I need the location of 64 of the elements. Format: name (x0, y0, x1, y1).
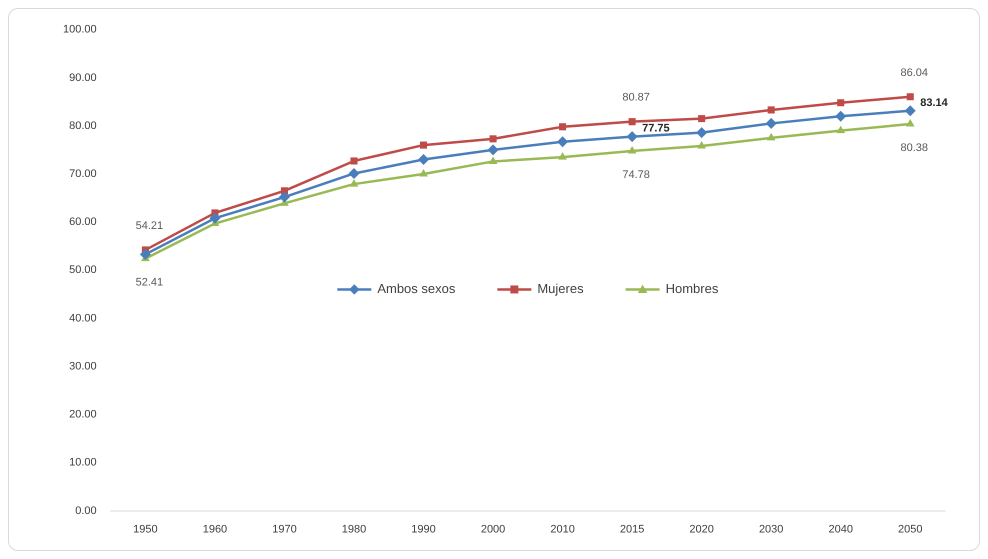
point (768, 106, 775, 114)
point (698, 115, 706, 122)
point (626, 131, 638, 142)
data-label: 77.75 (642, 122, 670, 135)
point (278, 192, 290, 203)
y-tick-label: 80.00 (69, 120, 97, 132)
point (490, 135, 497, 142)
point (697, 141, 706, 149)
y-tick-label: 50.00 (69, 264, 97, 276)
x-tick-label: 1990 (411, 523, 436, 536)
x-tick-label: 2015 (620, 523, 644, 536)
point (836, 126, 846, 134)
y-tick-label: 20.00 (69, 408, 97, 421)
y-tick-label: 10.00 (69, 456, 97, 469)
data-label: 80.38 (900, 142, 928, 154)
legend-label: Mujeres (537, 281, 584, 296)
legend-label: Ambos sexos (377, 281, 456, 296)
point (557, 136, 568, 148)
point (559, 123, 566, 130)
y-tick-label: 0.00 (75, 504, 97, 517)
x-tick-label: 1960 (202, 523, 228, 536)
point (419, 168, 428, 176)
x-tick-label: 1950 (133, 523, 158, 536)
point (350, 157, 358, 165)
point (906, 93, 914, 100)
point (766, 132, 776, 140)
x-tick-label: 2020 (689, 523, 714, 536)
point (140, 248, 151, 260)
x-tick-label: 1970 (272, 523, 297, 536)
y-tick-label: 40.00 (69, 312, 97, 324)
x-tick-label: 2010 (550, 523, 575, 536)
data-label: 74.78 (622, 168, 650, 181)
y-tick-label: 30.00 (69, 360, 97, 372)
point (628, 146, 636, 154)
point (558, 152, 567, 160)
data-label: 80.87 (622, 92, 650, 104)
point (350, 179, 358, 187)
point (628, 118, 636, 126)
x-tick-label: 2050 (898, 523, 922, 536)
data-label: 52.41 (136, 276, 164, 289)
point (904, 105, 916, 116)
y-tick-label: 90.00 (69, 72, 97, 84)
point (420, 142, 428, 149)
data-label: 83.14 (920, 96, 949, 109)
y-tick-label: 60.00 (69, 216, 97, 228)
x-tick-label: 2030 (758, 523, 784, 536)
y-tick-label: 70.00 (69, 168, 97, 180)
x-tick-label: 1980 (342, 523, 366, 536)
point (835, 110, 846, 122)
point (418, 154, 430, 166)
point (837, 99, 844, 106)
y-tick-label: 100.00 (62, 24, 97, 36)
point (696, 127, 708, 138)
point (906, 119, 915, 127)
legend-label: Hombres (666, 281, 719, 296)
point (348, 168, 360, 179)
data-label: 54.21 (136, 220, 164, 232)
point (488, 156, 498, 164)
x-tick-label: 2000 (480, 523, 506, 536)
data-label: 86.04 (900, 66, 928, 79)
x-tick-label: 2040 (828, 523, 853, 536)
point (766, 118, 777, 129)
point (209, 212, 220, 224)
point (488, 144, 499, 156)
